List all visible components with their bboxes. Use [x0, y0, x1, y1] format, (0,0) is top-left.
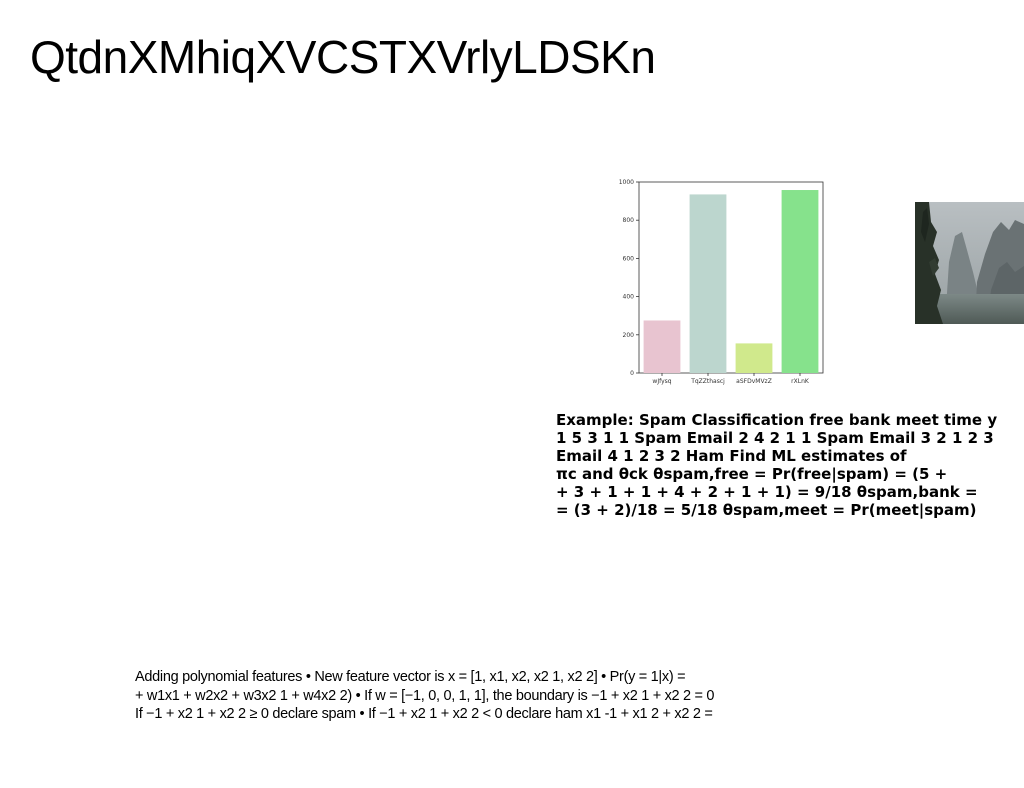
- y-tick-label: 0: [630, 370, 634, 377]
- bar-wJfysq: [643, 320, 681, 373]
- y-tick-label: 200: [623, 332, 635, 339]
- chart-bars: [643, 190, 819, 373]
- polynomial-line: If −1 + x2 1 + x2 2 ≥ 0 declare spam • I…: [135, 706, 713, 722]
- y-tick-label: 1000: [619, 179, 634, 186]
- example-line: Email 4 1 2 3 2 Ham Find ML estimates of: [556, 447, 907, 465]
- bar-aSFDvMVzZ: [735, 343, 773, 373]
- slide-title: QtdnXMhiqXVCSTXVrlyLDSKn: [30, 31, 656, 83]
- chart-frame: [638, 181, 824, 374]
- example-line: 1 5 3 1 1 Spam Email 2 4 2 1 1 Spam Emai…: [556, 429, 994, 447]
- polynomial-line: Adding polynomial features • New feature…: [135, 669, 686, 685]
- polynomial-line: + w1x1 + w2x2 + w3x2 1 + w4x2 2) • If w …: [135, 687, 715, 704]
- x-tick-label: aSFDvMVzZ: [736, 378, 772, 385]
- chart-axes: [636, 181, 824, 376]
- bar-chart: 0 200 400 600 800 1000 wJfysq TqZZthascj aSFDvMV…: [619, 179, 824, 385]
- polynomial-features-text: Adding polynomial features • New feature…: [135, 668, 815, 724]
- x-tick-label: rXLnK: [791, 378, 810, 385]
- example-line: = (3 + 2)/18 = 5/18 θspam,meet = Pr(meet…: [556, 501, 977, 519]
- bar-TqZZthascj: [689, 194, 727, 373]
- x-tick-label: TqZZthascj: [690, 378, 725, 385]
- x-tick-label: wJfysq: [652, 378, 671, 385]
- example-line: + 3 + 1 + 1 + 4 + 2 + 1 + 1) = 9/18 θspa…: [556, 483, 978, 501]
- y-tick-label: 800: [623, 217, 635, 224]
- example-line: Example: Spam Classification free bank m…: [556, 411, 998, 429]
- example-line: πc and θck θspam,free = Pr(free|spam) = …: [556, 465, 948, 483]
- chart-tick-labels: 0 200 400 600 800 1000 wJfysq TqZZthascj aSFDvMV…: [619, 179, 810, 385]
- bar-rXLnK: [781, 190, 819, 373]
- y-tick-label: 400: [623, 294, 635, 301]
- y-tick-label: 600: [623, 255, 635, 262]
- mountain-valley-photo: [915, 202, 1024, 324]
- spam-classification-example: Example: Spam Classification free bank m…: [556, 411, 1024, 519]
